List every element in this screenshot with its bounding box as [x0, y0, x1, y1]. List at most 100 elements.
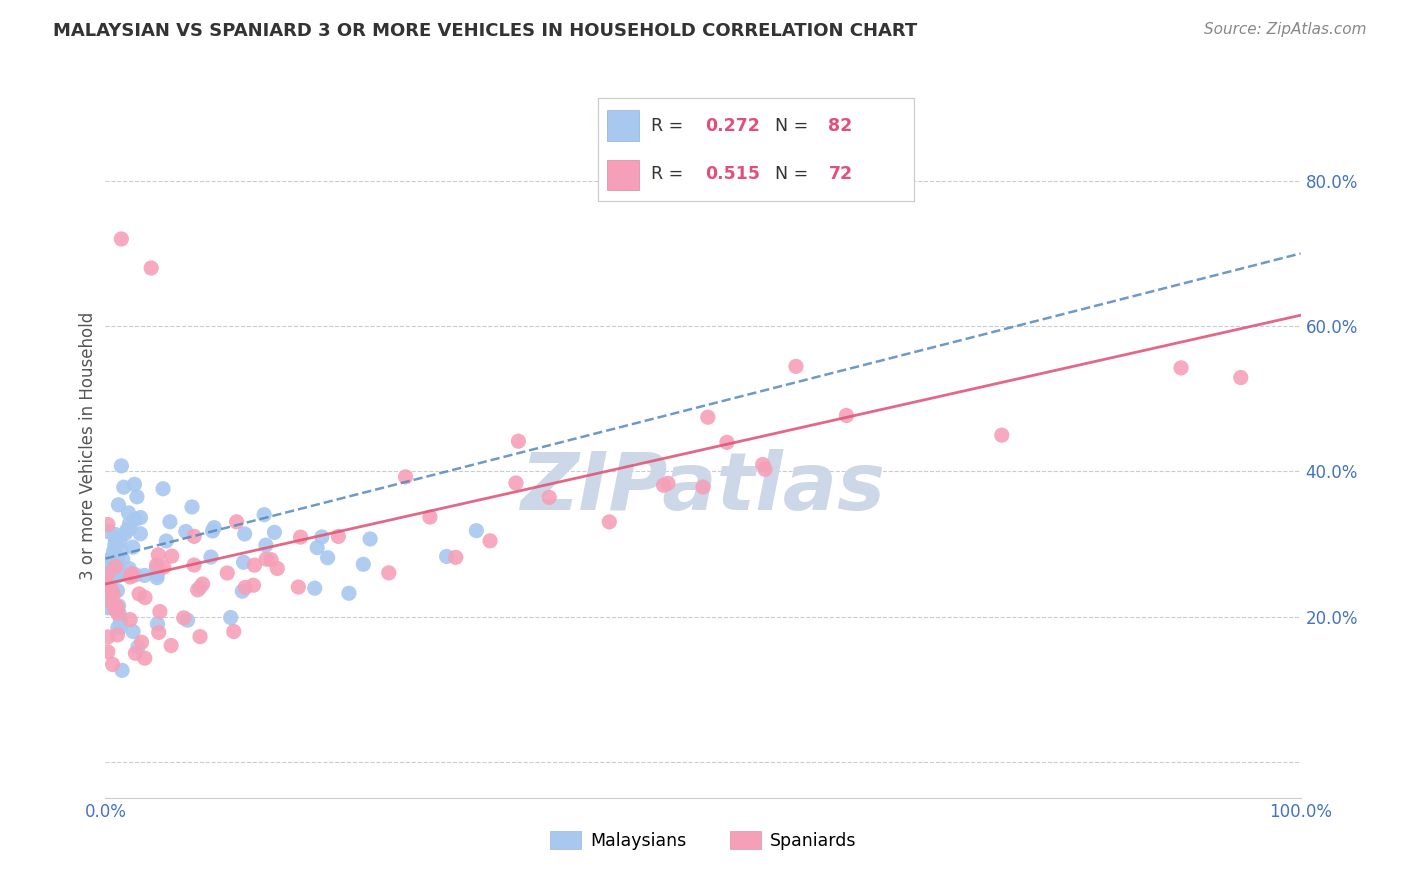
- Point: [160, 549, 183, 563]
- Point: [97, 553, 120, 567]
- Point: [290, 530, 312, 544]
- Point: [104, 559, 127, 574]
- Point: [696, 410, 718, 425]
- Y-axis label: 3 or more Vehicles in Household: 3 or more Vehicles in Household: [79, 312, 97, 580]
- Point: [202, 520, 225, 534]
- Point: [124, 477, 146, 491]
- Point: [359, 532, 381, 546]
- Point: [378, 566, 401, 580]
- Point: [260, 553, 283, 567]
- Point: [100, 585, 122, 599]
- Point: [219, 610, 242, 624]
- Point: [107, 621, 129, 635]
- Point: [263, 525, 285, 540]
- Point: [148, 548, 170, 562]
- Point: [97, 524, 120, 539]
- Point: [187, 582, 209, 597]
- Point: [754, 462, 776, 476]
- FancyBboxPatch shape: [607, 160, 638, 190]
- Point: [104, 527, 127, 541]
- Point: [652, 478, 675, 492]
- Point: [328, 529, 350, 543]
- Point: [110, 458, 132, 473]
- Point: [436, 549, 458, 564]
- Point: [105, 566, 128, 580]
- Text: 72: 72: [828, 165, 852, 183]
- Point: [176, 613, 198, 627]
- Point: [233, 581, 256, 595]
- Point: [125, 490, 148, 504]
- Point: [146, 571, 169, 585]
- Point: [352, 558, 374, 572]
- Point: [751, 458, 773, 472]
- Point: [316, 550, 339, 565]
- Point: [97, 645, 120, 659]
- Point: [146, 567, 169, 582]
- Point: [225, 515, 247, 529]
- Point: [118, 522, 141, 536]
- Point: [107, 498, 129, 512]
- Point: [97, 600, 120, 615]
- Point: [146, 616, 169, 631]
- Point: [233, 527, 256, 541]
- Point: [266, 561, 288, 575]
- Point: [188, 580, 211, 594]
- Point: [107, 628, 129, 642]
- Point: [120, 570, 142, 584]
- Point: [173, 611, 195, 625]
- Point: [287, 580, 309, 594]
- Text: N =: N =: [775, 117, 814, 135]
- Text: 0.272: 0.272: [704, 117, 761, 135]
- Point: [105, 549, 128, 563]
- Point: [121, 566, 143, 581]
- Point: [242, 578, 264, 592]
- Point: [479, 533, 502, 548]
- Point: [598, 515, 620, 529]
- Point: [129, 510, 152, 524]
- Point: [101, 657, 124, 672]
- Point: [107, 561, 129, 575]
- Point: [118, 562, 141, 576]
- Point: [505, 475, 527, 490]
- Point: [107, 607, 129, 621]
- Legend: Malaysians, Spaniards: Malaysians, Spaniards: [543, 824, 863, 856]
- Point: [716, 435, 738, 450]
- Point: [101, 569, 124, 583]
- Point: [127, 640, 149, 654]
- Point: [188, 630, 211, 644]
- Point: [105, 599, 128, 613]
- Point: [100, 563, 122, 577]
- Point: [152, 560, 174, 574]
- Text: 0.515: 0.515: [704, 165, 761, 183]
- Point: [508, 434, 530, 449]
- Text: ZIPatlas: ZIPatlas: [520, 450, 886, 527]
- Point: [538, 491, 561, 505]
- Point: [107, 599, 129, 613]
- Text: MALAYSIAN VS SPANIARD 3 OR MORE VEHICLES IN HOUSEHOLD CORRELATION CHART: MALAYSIAN VS SPANIARD 3 OR MORE VEHICLES…: [53, 22, 918, 40]
- Point: [128, 587, 150, 601]
- Point: [121, 568, 143, 582]
- Point: [444, 550, 467, 565]
- Point: [103, 588, 125, 602]
- Point: [145, 561, 167, 575]
- Point: [311, 530, 333, 544]
- Text: R =: R =: [651, 117, 689, 135]
- Point: [114, 526, 136, 541]
- Point: [112, 480, 135, 494]
- Point: [159, 515, 181, 529]
- Point: [97, 579, 120, 593]
- Point: [134, 591, 156, 605]
- Point: [111, 552, 134, 566]
- Point: [1229, 370, 1251, 384]
- Point: [104, 602, 127, 616]
- Point: [217, 566, 239, 580]
- Point: [97, 588, 120, 602]
- Point: [394, 470, 416, 484]
- Point: [122, 624, 145, 639]
- Point: [105, 601, 128, 615]
- Point: [222, 624, 245, 639]
- Point: [110, 620, 132, 634]
- Point: [117, 506, 139, 520]
- Point: [304, 581, 326, 595]
- Point: [231, 584, 253, 599]
